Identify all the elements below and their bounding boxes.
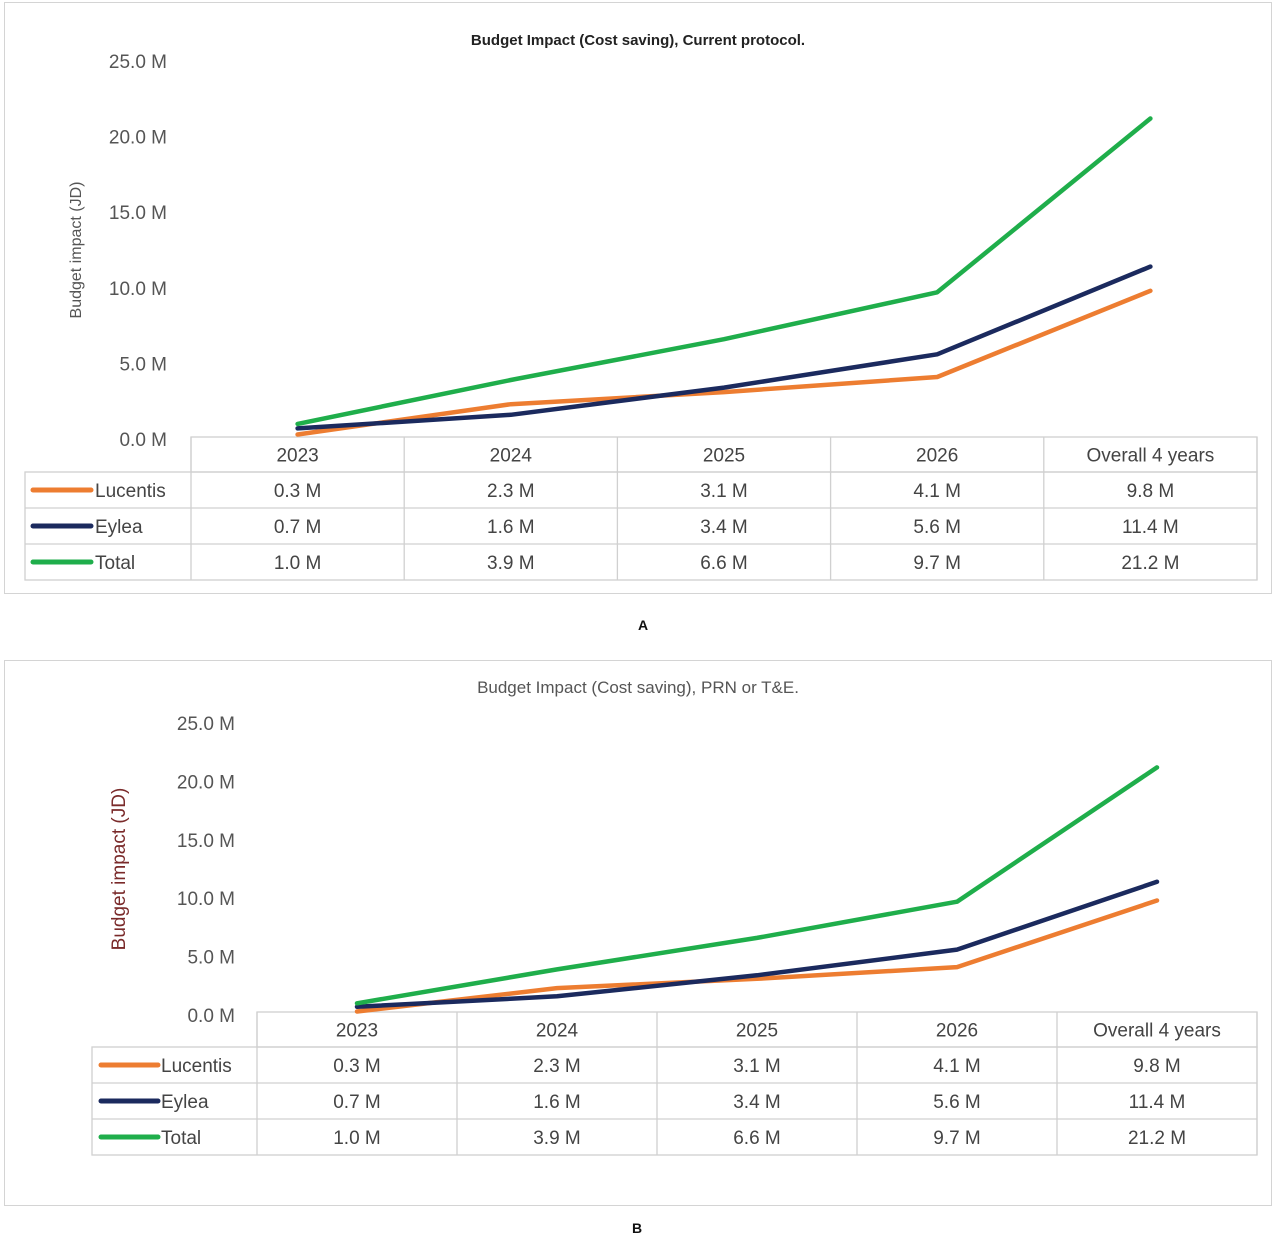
- series-line-total: [354, 765, 1160, 1006]
- table-body-border: [91, 1046, 1258, 1156]
- legend-label-eylea: Eylea: [161, 1092, 209, 1113]
- table-value-cell: 9.7 M: [913, 553, 961, 574]
- y-tick-label: 15.0 M: [109, 203, 167, 224]
- table-value-cell: 1.0 M: [333, 1128, 381, 1149]
- series-line-lucentis: [295, 288, 1153, 437]
- y-axis-label: Budget impact (JD): [68, 182, 85, 319]
- legend-label-total: Total: [95, 553, 135, 574]
- table-value-cell: 21.2 M: [1128, 1128, 1186, 1149]
- legend-label-total: Total: [161, 1128, 201, 1149]
- y-tick-label: 25.0 M: [177, 714, 235, 735]
- y-tick-label: 25.0 M: [109, 52, 167, 73]
- table-header-cell: 2023: [336, 1021, 378, 1042]
- y-tick-label: 10.0 M: [177, 889, 235, 910]
- table-value-cell: 1.0 M: [274, 553, 322, 574]
- table-value-cell: 21.2 M: [1121, 553, 1179, 574]
- chart-panel-a: Budget Impact (Cost saving), Current pro…: [4, 2, 1272, 594]
- table-value-cell: 3.1 M: [733, 1056, 781, 1077]
- table-header-cell: Overall 4 years: [1093, 1021, 1221, 1042]
- table-header-cell: 2026: [916, 446, 958, 467]
- table-header-cell: 2023: [276, 446, 318, 467]
- table-header-cell: 2025: [703, 446, 745, 467]
- y-tick-label: 5.0 M: [187, 948, 235, 969]
- series-line-total: [295, 116, 1153, 427]
- legend-label-eylea: Eylea: [95, 517, 143, 538]
- table-value-cell: 1.6 M: [533, 1092, 581, 1113]
- table-value-cell: 3.9 M: [533, 1128, 581, 1149]
- table-value-cell: 2.3 M: [533, 1056, 581, 1077]
- y-tick-label: 20.0 M: [177, 772, 235, 793]
- table-value-cell: 3.4 M: [733, 1092, 781, 1113]
- table-value-cell: 9.8 M: [1127, 481, 1175, 502]
- panel-label-b: B: [631, 1220, 643, 1236]
- chart-b-svg: Budget Impact (Cost saving), PRN or T&E.…: [91, 678, 1258, 1156]
- table-value-cell: 6.6 M: [700, 553, 748, 574]
- table-value-cell: 3.4 M: [700, 517, 748, 538]
- y-tick-label: 0.0 M: [187, 1006, 235, 1027]
- chart-a-svg: Budget Impact (Cost saving), Current pro…: [24, 32, 1258, 581]
- table-value-cell: 0.7 M: [274, 517, 322, 538]
- chart-panel-b: Budget Impact (Cost saving), PRN or T&E.…: [4, 660, 1272, 1206]
- y-tick-label: 15.0 M: [177, 831, 235, 852]
- table-value-cell: 2.3 M: [487, 481, 535, 502]
- table-value-cell: 0.3 M: [333, 1056, 381, 1077]
- legend-label-lucentis: Lucentis: [95, 481, 166, 502]
- y-axis-label: Budget impact (JD): [109, 788, 130, 951]
- series-line-eylea: [354, 879, 1160, 1010]
- y-tick-label: 20.0 M: [109, 128, 167, 149]
- y-tick-label: 10.0 M: [109, 279, 167, 300]
- table-header-cell: 2026: [936, 1021, 978, 1042]
- table-header-cell: Overall 4 years: [1087, 446, 1215, 467]
- table-value-cell: 5.6 M: [913, 517, 961, 538]
- chart-title: Budget Impact (Cost saving), PRN or T&E.: [477, 678, 799, 697]
- table-value-cell: 5.6 M: [933, 1092, 981, 1113]
- table-header-cell: 2024: [536, 1021, 579, 1042]
- table-value-cell: 11.4 M: [1129, 1092, 1186, 1113]
- table-value-cell: 0.3 M: [274, 481, 322, 502]
- table-body-border: [24, 471, 1258, 581]
- table-value-cell: 4.1 M: [913, 481, 961, 502]
- panel-label-a: A: [637, 617, 649, 633]
- legend-label-lucentis: Lucentis: [161, 1056, 232, 1077]
- table-value-cell: 9.8 M: [1133, 1056, 1181, 1077]
- table-value-cell: 1.6 M: [487, 517, 535, 538]
- series-line-lucentis: [354, 898, 1160, 1014]
- table-header-cell: 2025: [736, 1021, 778, 1042]
- table-value-cell: 3.1 M: [700, 481, 748, 502]
- table-value-cell: 3.9 M: [487, 553, 535, 574]
- table-value-cell: 6.6 M: [733, 1128, 781, 1149]
- y-tick-label: 0.0 M: [119, 430, 167, 451]
- chart-title: Budget Impact (Cost saving), Current pro…: [471, 32, 805, 49]
- table-value-cell: 9.7 M: [933, 1128, 981, 1149]
- table-value-cell: 11.4 M: [1122, 517, 1179, 538]
- table-value-cell: 0.7 M: [333, 1092, 381, 1113]
- y-tick-label: 5.0 M: [119, 354, 167, 375]
- series-line-eylea: [295, 264, 1153, 431]
- table-header-cell: 2024: [490, 446, 533, 467]
- table-value-cell: 4.1 M: [933, 1056, 981, 1077]
